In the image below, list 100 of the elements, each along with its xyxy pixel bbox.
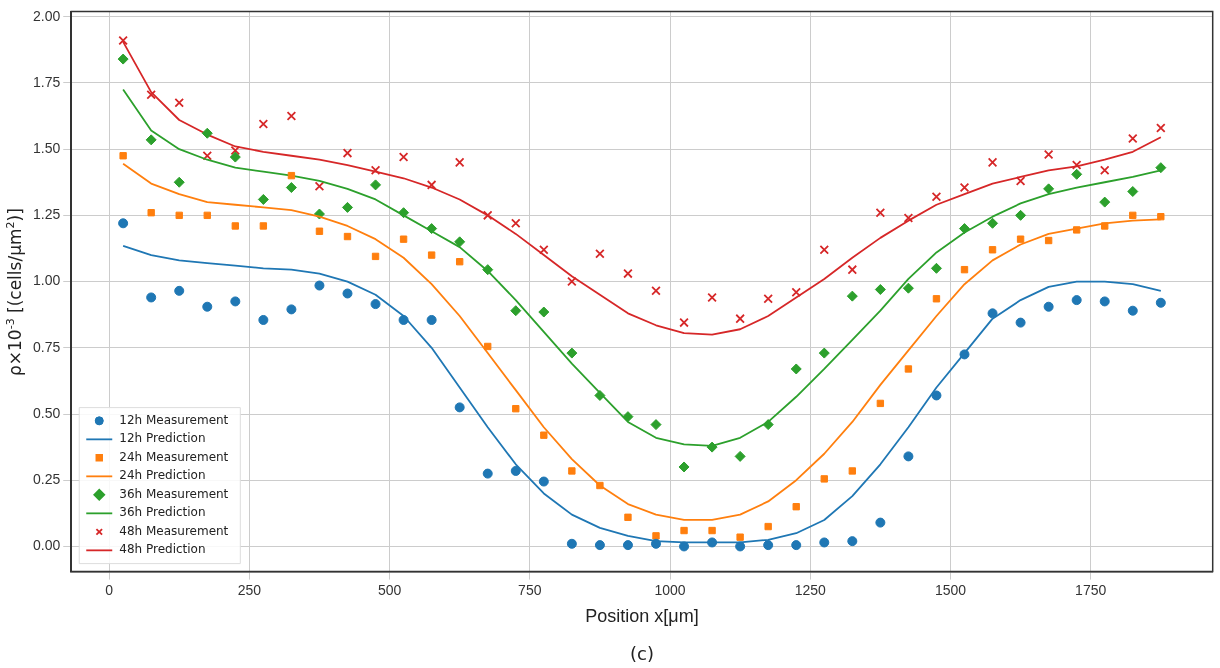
point xyxy=(202,150,213,161)
point xyxy=(1015,317,1026,328)
point xyxy=(987,217,999,229)
point xyxy=(930,262,942,274)
point xyxy=(874,284,886,296)
point xyxy=(1157,212,1165,221)
point xyxy=(1043,183,1055,195)
point xyxy=(1127,186,1139,198)
point xyxy=(847,536,858,547)
point xyxy=(259,222,268,230)
point xyxy=(876,399,885,408)
y-tick-label: 1.25 xyxy=(33,206,61,223)
point xyxy=(678,461,690,473)
point xyxy=(735,313,745,324)
point xyxy=(454,236,466,248)
x-tick-label: 750 xyxy=(518,581,542,598)
point xyxy=(229,151,241,163)
legend-label: 36h Prediction xyxy=(119,505,206,520)
point xyxy=(456,258,464,266)
point xyxy=(818,347,830,359)
point xyxy=(595,248,605,259)
y-tick-label: 1.50 xyxy=(33,139,61,156)
point xyxy=(736,533,744,541)
point xyxy=(988,246,997,254)
point xyxy=(820,475,828,483)
point xyxy=(1016,235,1025,243)
point xyxy=(539,244,549,255)
point xyxy=(1099,196,1111,208)
point xyxy=(652,532,660,540)
point xyxy=(763,294,773,304)
point xyxy=(932,295,941,303)
point xyxy=(371,252,380,261)
y-tick-label: 1.00 xyxy=(33,272,61,289)
point xyxy=(285,182,297,194)
point xyxy=(540,431,548,439)
x-tick-label: 0 xyxy=(105,581,114,598)
point xyxy=(904,365,913,373)
point xyxy=(1129,211,1137,220)
point xyxy=(791,287,802,297)
point xyxy=(202,301,213,312)
legend-label: 12h Measurement xyxy=(119,412,229,427)
point xyxy=(118,218,129,229)
point xyxy=(1015,176,1026,186)
point xyxy=(959,182,970,193)
point xyxy=(510,218,521,229)
point xyxy=(959,349,970,360)
point xyxy=(1099,296,1110,307)
point xyxy=(734,450,746,462)
point xyxy=(790,363,802,375)
point xyxy=(903,213,914,223)
point xyxy=(1073,226,1081,234)
point xyxy=(568,467,576,475)
legend-label: 48h Prediction xyxy=(119,542,206,557)
point xyxy=(538,306,550,318)
point xyxy=(118,35,128,46)
point xyxy=(875,207,886,218)
point xyxy=(398,207,410,219)
point xyxy=(707,292,717,303)
point xyxy=(624,513,632,521)
point xyxy=(370,179,382,191)
point xyxy=(987,157,998,168)
point xyxy=(286,111,297,121)
point xyxy=(623,268,633,279)
legend-label: 24h Measurement xyxy=(119,449,229,464)
point xyxy=(622,411,634,423)
point xyxy=(846,290,858,302)
point xyxy=(763,540,774,551)
point xyxy=(538,476,549,487)
point xyxy=(510,305,522,317)
x-tick-label: 1250 xyxy=(794,581,827,598)
point xyxy=(959,223,970,235)
point xyxy=(175,211,183,220)
point xyxy=(708,526,716,535)
text: (c) xyxy=(630,642,654,664)
x-tick-label: 250 xyxy=(237,581,262,598)
point xyxy=(287,171,296,180)
legend-label: 48h Measurement xyxy=(119,523,229,538)
point xyxy=(258,314,269,325)
x-tick-label: 1750 xyxy=(1075,581,1107,598)
point xyxy=(482,468,493,479)
point xyxy=(342,201,353,213)
point xyxy=(510,465,521,476)
point xyxy=(819,244,830,255)
point xyxy=(1099,165,1110,176)
point xyxy=(651,538,661,549)
point xyxy=(679,541,690,552)
point xyxy=(399,235,408,243)
point xyxy=(119,152,127,160)
point xyxy=(230,145,241,156)
legend-label: 36h Measurement xyxy=(119,486,229,501)
point xyxy=(147,209,155,217)
x-tick-label: 500 xyxy=(377,581,402,598)
point xyxy=(342,288,353,299)
point xyxy=(1101,222,1109,230)
point xyxy=(1071,295,1082,306)
point xyxy=(398,314,409,325)
point xyxy=(1043,301,1054,312)
point xyxy=(875,517,886,528)
point xyxy=(567,276,577,287)
y-tick-label: 0.00 xyxy=(33,537,61,554)
